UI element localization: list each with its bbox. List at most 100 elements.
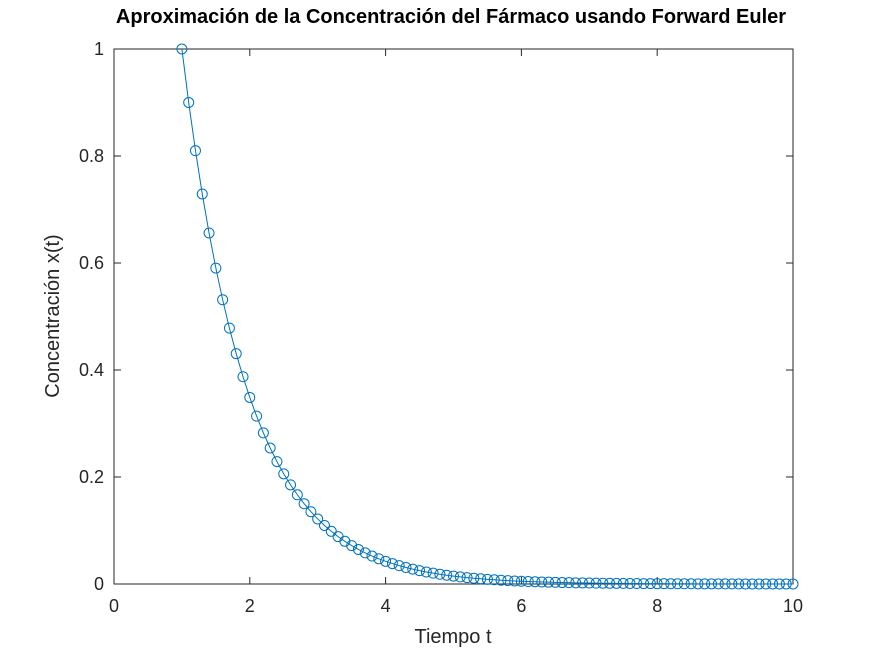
data-point-marker <box>189 145 201 157</box>
data-point-marker <box>257 427 269 439</box>
data-point-marker <box>651 578 663 590</box>
data-point-marker <box>658 578 670 590</box>
data-point-marker <box>570 577 582 589</box>
series-group <box>176 43 799 590</box>
x-tick-label: 10 <box>783 596 803 616</box>
data-point-marker <box>495 574 507 586</box>
data-point-marker <box>271 456 283 468</box>
x-tick-label: 2 <box>245 596 255 616</box>
data-point-marker <box>380 555 392 567</box>
data-point-marker <box>583 577 595 589</box>
data-point-marker <box>699 578 711 590</box>
x-tick-label: 4 <box>381 596 391 616</box>
data-point-marker <box>251 410 263 422</box>
plot-area <box>113 48 794 585</box>
y-axis-label: Concentración x(t) <box>42 234 64 397</box>
data-point-marker <box>407 563 419 575</box>
data-point-marker <box>386 558 398 570</box>
data-point-marker <box>454 571 466 583</box>
data-point-marker <box>448 570 459 582</box>
data-point-marker <box>359 547 371 559</box>
data-point-marker <box>706 578 718 590</box>
data-point-marker <box>767 578 779 590</box>
data-point-marker <box>393 560 405 572</box>
data-point-marker <box>522 576 534 588</box>
data-point-marker <box>549 576 561 588</box>
data-point-marker <box>604 577 616 589</box>
data-point-marker <box>543 576 555 588</box>
data-point-marker <box>488 574 500 586</box>
data-point-marker <box>346 540 358 552</box>
y-tick-label: 0 <box>94 574 104 594</box>
x-axis-label: Tiempo t <box>414 626 492 648</box>
data-point-marker <box>352 543 364 555</box>
data-point-marker <box>223 322 235 334</box>
data-point-marker <box>739 578 751 590</box>
data-point-marker <box>468 572 480 584</box>
x-tick-label: 0 <box>109 596 119 616</box>
data-point-marker <box>746 578 758 590</box>
data-point-marker <box>244 391 256 403</box>
data-point-marker <box>509 575 521 587</box>
data-point-marker <box>712 578 724 590</box>
data-point-marker <box>719 578 731 590</box>
data-point-marker <box>373 553 385 565</box>
data-point-marker <box>400 561 412 573</box>
x-tick-label: 8 <box>652 596 662 616</box>
data-point-marker <box>434 568 446 580</box>
data-point-marker <box>441 569 453 581</box>
data-point-marker <box>780 578 792 590</box>
y-tick-label: 0.2 <box>79 467 104 487</box>
data-point-marker <box>536 576 548 588</box>
series-line <box>181 48 793 585</box>
data-point-marker <box>760 578 772 590</box>
data-point-marker <box>529 576 541 588</box>
data-point-marker <box>685 578 697 590</box>
data-point-marker <box>312 513 324 525</box>
data-point-marker <box>597 577 609 589</box>
data-point-marker <box>638 578 650 590</box>
data-point-marker <box>427 567 439 579</box>
data-point-marker <box>305 506 317 518</box>
data-point-marker <box>665 578 677 590</box>
data-point-marker <box>672 578 684 590</box>
x-tick-label: 6 <box>516 596 526 616</box>
data-point-marker <box>475 573 487 585</box>
y-tick-label: 0.6 <box>79 253 104 273</box>
y-tick-label: 1 <box>94 39 104 59</box>
data-point-marker <box>692 578 704 590</box>
data-point-marker <box>414 565 426 577</box>
data-point-marker <box>461 572 473 584</box>
data-point-marker <box>298 498 310 510</box>
data-point-marker <box>230 348 242 360</box>
data-point-marker <box>285 479 297 491</box>
data-point-marker <box>563 577 575 589</box>
data-point-marker <box>644 578 656 590</box>
data-point-marker <box>210 262 222 274</box>
data-point-marker <box>733 578 745 590</box>
data-point-marker <box>787 578 799 590</box>
data-point-marker <box>278 468 290 480</box>
data-point-marker <box>515 575 527 587</box>
chart-title: Aproximación de la Concentración del Fár… <box>116 6 786 28</box>
y-tick-label: 0.4 <box>79 360 104 380</box>
data-point-marker <box>726 578 738 590</box>
data-point-marker <box>291 489 303 501</box>
y-tick-label: 0.8 <box>79 146 104 166</box>
data-point-marker <box>556 577 568 589</box>
data-point-marker <box>196 188 208 200</box>
data-point-marker <box>577 577 589 589</box>
data-point-marker <box>610 577 622 589</box>
data-point-marker <box>773 578 785 590</box>
data-point-marker <box>318 519 330 531</box>
data-point-marker <box>590 577 602 589</box>
axis-ticks: 0 2 4 6 8 10 0 0.2 0.4 0.6 0.8 1 <box>79 39 803 616</box>
data-point-marker <box>753 578 765 590</box>
data-point-marker <box>502 575 514 587</box>
data-point-marker <box>631 578 643 590</box>
data-point-marker <box>203 227 215 239</box>
data-point-marker <box>176 43 188 55</box>
data-point-marker <box>366 550 378 562</box>
data-point-marker <box>217 294 229 306</box>
